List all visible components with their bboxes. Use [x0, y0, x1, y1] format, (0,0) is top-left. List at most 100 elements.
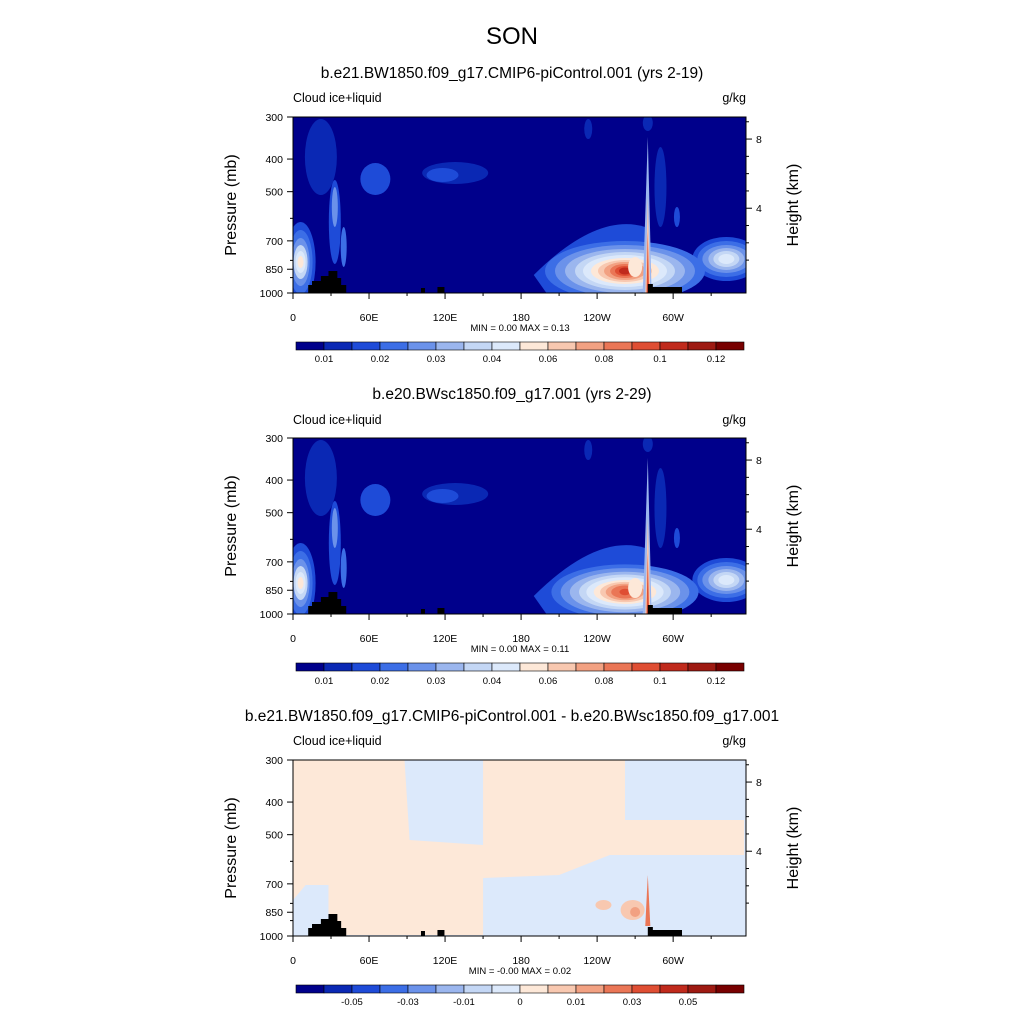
colorbar-label: 0.02	[371, 354, 390, 365]
colorbar-label: -0.03	[397, 997, 419, 1008]
colorbar-label: 0.02	[371, 676, 390, 687]
colorbar-box	[687, 341, 717, 351]
cloud-deck-contour	[618, 267, 631, 275]
terrain-andes	[647, 605, 683, 614]
colorbar-box	[407, 662, 437, 672]
colorbar-box	[631, 662, 661, 672]
andes-feature	[646, 232, 650, 293]
colorbar-box	[407, 984, 437, 994]
colorbar-box	[547, 341, 577, 351]
panel-3: b.e21.BW1850.f09_g17.CMIP6-piControl.001…	[223, 708, 802, 1008]
terrain-mask	[308, 592, 683, 614]
terrain-andes	[647, 284, 683, 293]
x-tick-label: 120E	[433, 633, 458, 645]
colorbar-label: 0.03	[427, 676, 446, 687]
figure-title: SON	[486, 23, 538, 50]
cloud-patch	[673, 207, 680, 227]
cloud-patch	[426, 489, 459, 503]
colorbar-box	[687, 662, 717, 672]
colorbar-box	[659, 984, 689, 994]
terrain-block	[420, 288, 425, 293]
colorbar-label: 0.06	[539, 676, 558, 687]
colorbar-label: -0.05	[341, 997, 363, 1008]
colorbar-box	[603, 341, 633, 351]
colorbar-box	[351, 662, 381, 672]
colorbar-box	[463, 341, 493, 351]
terrain-block	[437, 287, 445, 293]
x-tick-label: 0	[290, 633, 296, 645]
colorbar-label: 0	[517, 997, 522, 1008]
y-tick-label: 850	[265, 264, 283, 276]
colorbar-box	[435, 662, 465, 672]
colorbar-label: 0.06	[539, 354, 558, 365]
cloud-patch	[340, 548, 347, 588]
positive-region	[645, 875, 651, 926]
x-tick-label: 120W	[583, 633, 611, 645]
colorbar-box	[687, 984, 717, 994]
colorbar-box	[323, 662, 353, 672]
colorbar-box	[379, 341, 409, 351]
colorbar-label: 0.01	[315, 354, 334, 365]
y-tick-label: 850	[265, 585, 283, 597]
y-tick-label: 1000	[260, 609, 284, 621]
colorbar: 0.01 0.02 0.03 0.04 0.06 0.08 0.1 0.12	[295, 662, 745, 687]
colorbar-box	[575, 662, 605, 672]
cloud-deck-contour	[628, 257, 643, 277]
y-axis-label: Pressure (mb)	[223, 475, 240, 576]
colorbar-box	[491, 662, 521, 672]
colorbar-box	[463, 662, 493, 672]
colorbar-box	[323, 341, 353, 351]
terrain-block	[437, 608, 445, 614]
positive-region	[630, 907, 641, 917]
cloud-patch	[642, 438, 653, 452]
positive-region	[293, 760, 745, 935]
cloud-deck-contour	[619, 588, 631, 596]
cloud-patch	[642, 117, 653, 131]
y-tick-label: 500	[265, 508, 283, 520]
plot-frame	[292, 116, 747, 294]
x-tick-label: 120W	[583, 312, 611, 324]
colorbar-box	[323, 984, 353, 994]
y-tick-label: 700	[265, 557, 283, 569]
y-tick-label: 300	[265, 433, 283, 445]
variable-label: Cloud ice+liquid	[293, 413, 382, 427]
units-label: g/kg	[722, 413, 746, 427]
units-label: g/kg	[722, 91, 746, 105]
colorbar-box	[575, 984, 605, 994]
colorbar-box	[659, 341, 689, 351]
cloud-patch	[360, 484, 391, 516]
cloud-patch	[654, 468, 667, 548]
cloud-patch	[426, 168, 459, 182]
colorbar-box	[435, 341, 465, 351]
colorbar-box	[519, 984, 549, 994]
y-tick-label: 300	[265, 112, 283, 124]
colorbar-box	[295, 662, 325, 672]
colorbar-box	[575, 341, 605, 351]
panel-title: b.e20.BWsc1850.f09_g17.001 (yrs 2-29)	[372, 386, 651, 403]
min-max-label: MIN = 0.00 MAX = 0.11	[471, 644, 570, 655]
y-tick-label: 1000	[260, 288, 284, 300]
colorbar-box	[603, 984, 633, 994]
colorbar-label: 0.12	[707, 676, 726, 687]
y2-tick-label: 4	[756, 203, 762, 215]
positive-region	[595, 900, 612, 910]
andes-feature	[646, 553, 650, 614]
y-tick-label: 700	[265, 879, 283, 891]
variable-label: Cloud ice+liquid	[293, 91, 382, 105]
y2-axis-label: Height (km)	[785, 807, 802, 890]
colorbar-box	[715, 341, 745, 351]
colorbar-box	[351, 341, 381, 351]
x-tick-label: 60W	[662, 633, 684, 645]
colorbar-box	[295, 341, 325, 351]
colorbar-box	[463, 984, 493, 994]
colorbar-box	[519, 341, 549, 351]
cloud-patch	[331, 187, 338, 227]
y2-axis-label: Height (km)	[785, 485, 802, 568]
plot-frame	[292, 437, 747, 615]
cloud-patch	[360, 163, 391, 195]
andes-feature	[642, 137, 652, 293]
colorbar-label: 0.08	[595, 354, 614, 365]
colorbar-box	[407, 341, 437, 351]
cloud-patch	[584, 440, 593, 460]
